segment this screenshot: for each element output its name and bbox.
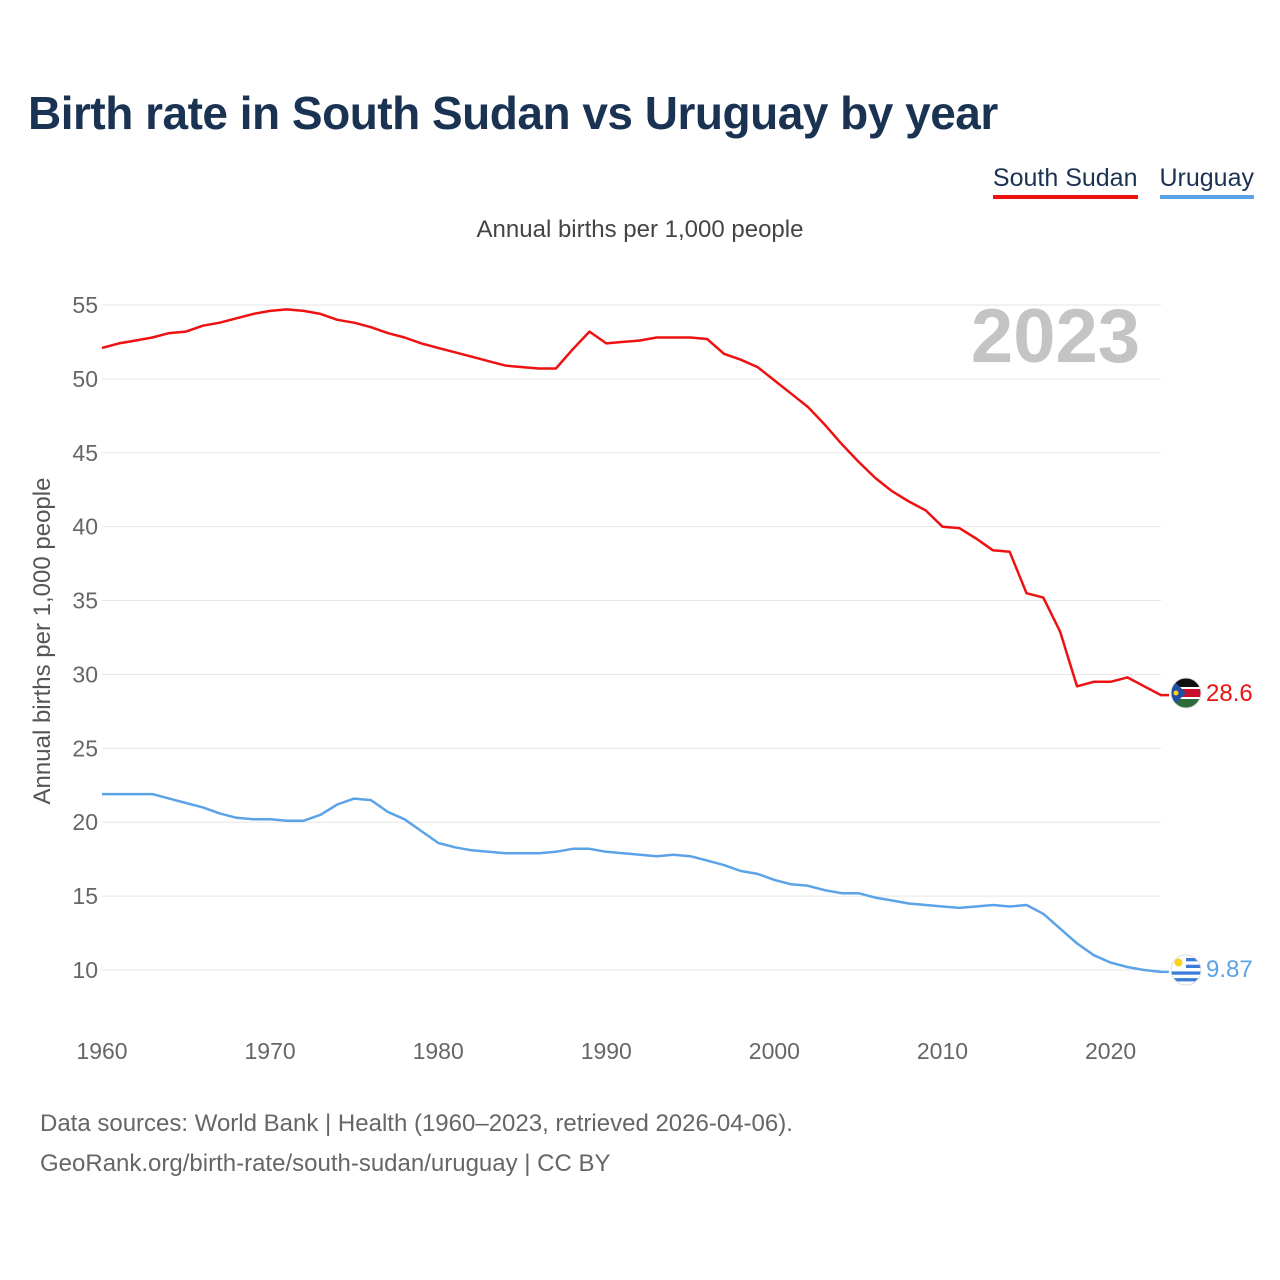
legend-item-south-sudan[interactable]: South Sudan	[992, 164, 1138, 199]
legend: South Sudan Uruguay	[992, 164, 1254, 199]
y-tick-label: 55	[72, 292, 98, 318]
year-watermark: 2023	[971, 294, 1140, 379]
x-tick-label: 1960	[76, 1038, 127, 1064]
y-tick-label: 20	[72, 809, 98, 835]
legend-item-uruguay[interactable]: Uruguay	[1159, 164, 1254, 199]
chart-subtitle: Annual births per 1,000 people	[476, 216, 804, 243]
y-tick-label: 15	[72, 883, 98, 909]
south-sudan-end-value: 28.6	[1206, 680, 1253, 707]
source-line-2[interactable]: GeoRank.org/birth-rate/south-sudan/urugu…	[40, 1150, 611, 1177]
x-tick-label: 1990	[581, 1038, 632, 1064]
x-tick-label: 1980	[413, 1038, 464, 1064]
x-tick-label: 2010	[917, 1038, 968, 1064]
x-tick-label: 1970	[245, 1038, 296, 1064]
y-tick-label: 30	[72, 661, 98, 687]
source-note: Data sources: World Bank | Health (1960–…	[40, 1104, 793, 1184]
y-tick-label: 25	[72, 735, 98, 761]
x-tick-label: 2020	[1085, 1038, 1136, 1064]
series-line-south-sudan[interactable]	[101, 308, 1169, 697]
source-line-1: Data sources: World Bank | Health (1960–…	[40, 1110, 793, 1137]
y-tick-label: 35	[72, 588, 98, 614]
series-line-uruguay[interactable]	[102, 792, 1169, 974]
x-tick-label: 2000	[749, 1038, 800, 1064]
uruguay-end-value: 9.87	[1206, 956, 1253, 983]
y-axis-label: Annual births per 1,000 people	[29, 478, 56, 805]
y-tick-label: 45	[72, 440, 98, 466]
y-tick-label: 10	[72, 957, 98, 983]
south-sudan-flag-icon	[1171, 678, 1201, 708]
y-tick-label: 40	[72, 514, 98, 540]
chart-title: Birth rate in South Sudan vs Uruguay by …	[28, 87, 998, 139]
y-tick-label: 50	[72, 366, 98, 392]
uruguay-flag-icon	[1171, 955, 1201, 985]
